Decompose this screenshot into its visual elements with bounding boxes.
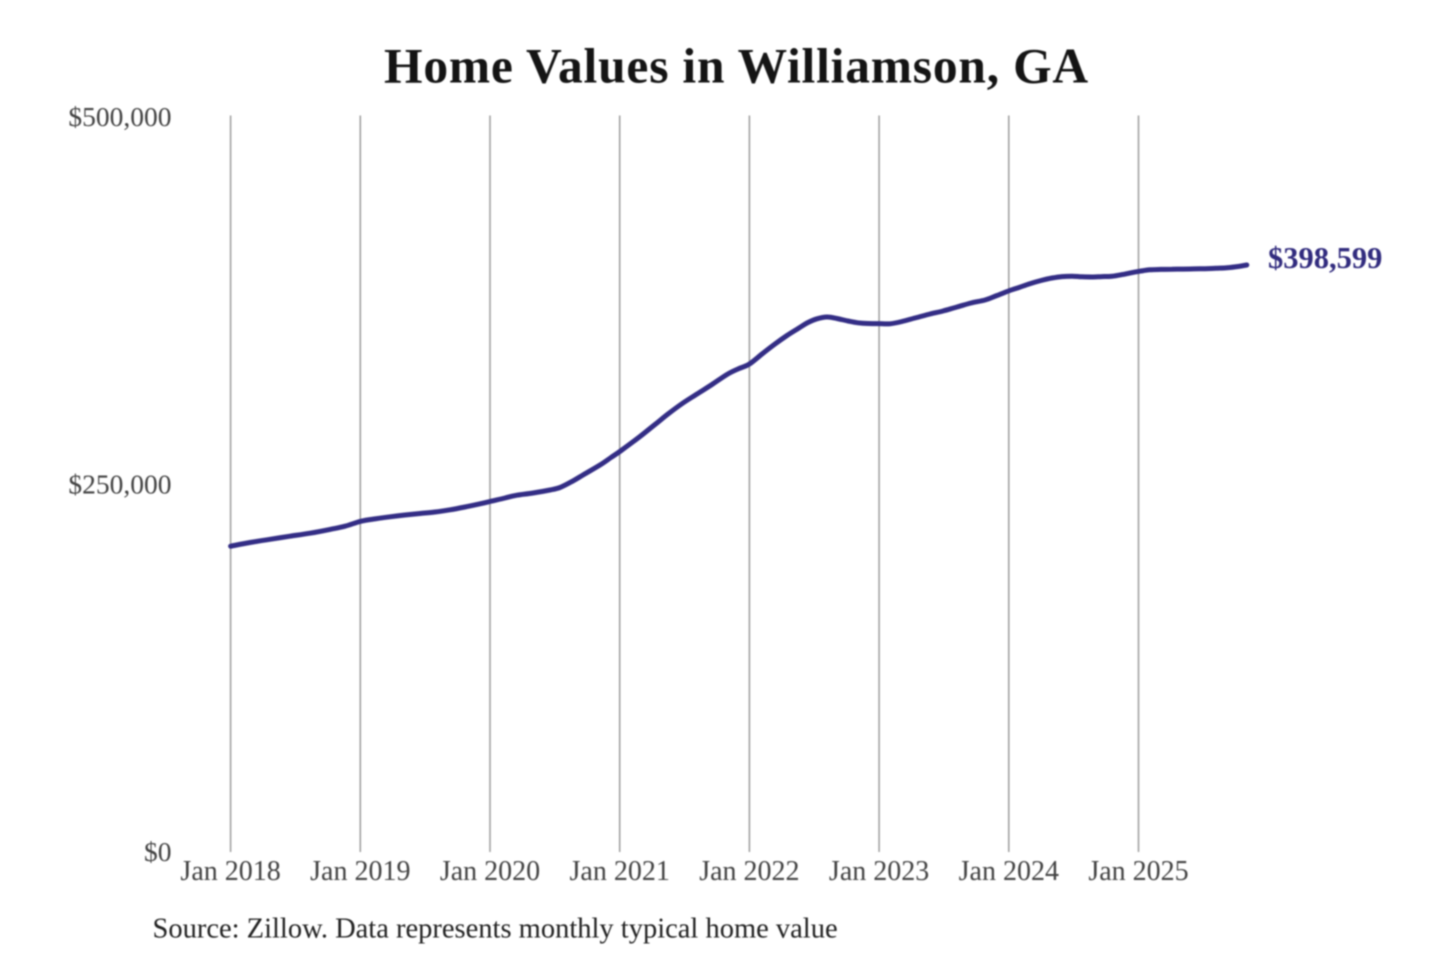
svg-text:$0: $0 (144, 836, 172, 867)
svg-text:Jan 2019: Jan 2019 (310, 856, 410, 887)
svg-text:$250,000: $250,000 (68, 469, 171, 500)
svg-text:$500,000: $500,000 (68, 101, 171, 132)
svg-text:Jan 2021: Jan 2021 (570, 856, 670, 887)
svg-text:Jan 2025: Jan 2025 (1088, 856, 1188, 887)
svg-text:Home Values in Williamson, GA: Home Values in Williamson, GA (384, 39, 1089, 94)
svg-text:Jan 2023: Jan 2023 (829, 856, 929, 887)
svg-text:Jan 2020: Jan 2020 (440, 856, 540, 887)
svg-text:Source: Zillow. Data represent: Source: Zillow. Data represents monthly … (153, 914, 838, 945)
svg-text:$398,599: $398,599 (1268, 241, 1382, 275)
svg-text:Jan 2024: Jan 2024 (959, 856, 1059, 887)
svg-text:Jan 2018: Jan 2018 (180, 856, 280, 887)
svg-text:Jan 2022: Jan 2022 (699, 856, 799, 887)
